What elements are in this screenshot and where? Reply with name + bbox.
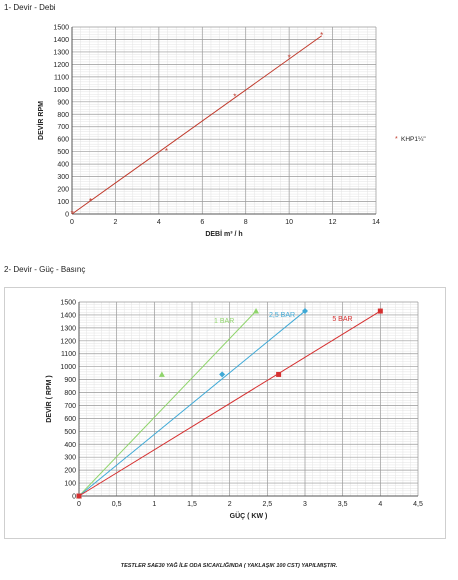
x-tick-label: 3 (303, 501, 307, 508)
y-tick-label: 1400 (60, 312, 76, 319)
data-point-diamond (219, 371, 226, 378)
x-tick-label: 4 (378, 501, 382, 508)
chart2-devir-guc-basinc: 0 0,5 1 1,5 2 2,5 3 3,5 4 4,5 0 100 200 300 400 500 600 7… (45, 300, 423, 521)
y-tick-label: 400 (64, 442, 76, 449)
y-tick-label: 900 (57, 99, 69, 106)
data-point-triangle (253, 308, 260, 314)
y-tick-label: 400 (57, 162, 69, 169)
x-tick-label: 12 (329, 219, 337, 226)
data-point-square (276, 371, 282, 377)
series-line-1 (78, 310, 306, 497)
series-label-1: 2,5 BAR (269, 312, 295, 319)
x-tick-label: 0 (70, 219, 74, 226)
x-tick-label: 4,5 (413, 501, 423, 508)
x-tick-label: 1,5 (187, 501, 197, 508)
data-point-triangle (158, 371, 165, 377)
data-point-star: * (89, 197, 92, 206)
y-tick-label: 900 (64, 377, 76, 384)
y-tick-label: 1500 (53, 25, 69, 32)
series-label-0: 1 BAR (214, 318, 234, 325)
y-tick-label: 700 (57, 124, 69, 131)
x-tick-label: 4 (157, 219, 161, 226)
y-tick-label: 1400 (53, 37, 69, 44)
series-line-khp (71, 35, 323, 215)
footer-note: TESTLER SAE30 YAĞ İLE ODA SICAKLIĞINDA (… (120, 563, 338, 569)
x-tick-label: 0,5 (112, 501, 122, 508)
x-tick-label: 6 (200, 219, 204, 226)
y-tick-label: 500 (57, 149, 69, 156)
y-tick-label: 1100 (54, 74, 69, 81)
chart1-section-title: 1- Devir - Debi (4, 3, 56, 12)
y-tick-label: 800 (64, 390, 76, 397)
chart2-section-title: 2- Devir - Güç - Basınç (4, 265, 86, 274)
x-tick-label: 14 (372, 219, 380, 226)
data-point-square (76, 493, 82, 499)
y-tick-label: 100 (57, 199, 69, 206)
chart1-devir-debi: 0 2 4 6 8 10 12 14 0 100 200 300 400 500 600 700 800 900 1… (37, 25, 426, 239)
y-tick-label: 300 (64, 455, 76, 462)
data-point-star: * (288, 54, 291, 63)
y-tick-label: 1200 (60, 338, 76, 345)
y-tick-label: 0 (72, 494, 76, 501)
data-point-diamond (302, 308, 308, 315)
y-axis-label: DEVİR ( RPM ) (45, 375, 53, 422)
x-tick-label: 2 (113, 219, 117, 226)
y-tick-label: 600 (64, 416, 76, 423)
y-tick-label: 1200 (53, 62, 69, 69)
y-tick-label: 600 (57, 137, 69, 144)
series-line-0 (78, 310, 257, 497)
y-tick-label: 200 (64, 468, 76, 475)
legend-label-khp: KHP1¼" (401, 136, 426, 143)
legend-marker-khp: * (395, 136, 398, 143)
x-tick-label: 1 (152, 501, 156, 508)
y-tick-label: 1500 (60, 300, 76, 307)
x-tick-label: 3,5 (338, 501, 348, 508)
x-tick-label: 10 (285, 219, 293, 226)
y-tick-label: 1300 (53, 49, 69, 56)
x-tick-label: 2,5 (262, 501, 272, 508)
series-label-2: 5 BAR (332, 316, 352, 323)
x-tick-label: 2 (228, 501, 232, 508)
data-point-star: * (320, 31, 323, 40)
y-tick-label: 0 (65, 212, 69, 219)
x-axis-label: DEBİ m³ / h (205, 230, 242, 238)
y-tick-label: 200 (57, 187, 69, 194)
x-axis-label: GÜÇ ( KW ) (230, 511, 268, 520)
y-tick-label: 1000 (60, 364, 76, 371)
x-tick-label: 0 (77, 501, 81, 508)
data-point-star: * (70, 210, 73, 219)
y-tick-label: 1300 (60, 325, 76, 332)
y-tick-label: 1100 (61, 351, 76, 358)
series-line-2 (78, 310, 381, 497)
y-tick-label: 800 (57, 112, 69, 119)
data-point-star: * (233, 92, 236, 101)
data-point-star: * (165, 147, 168, 156)
y-tick-label: 100 (64, 481, 76, 488)
y-tick-label: 300 (57, 174, 69, 181)
data-point-square (377, 308, 383, 314)
y-tick-label: 500 (64, 429, 76, 436)
y-tick-label: 1000 (53, 87, 69, 94)
y-axis-label: DEVİR RPM (37, 101, 45, 140)
y-tick-label: 700 (64, 403, 76, 410)
x-tick-label: 8 (244, 219, 248, 226)
